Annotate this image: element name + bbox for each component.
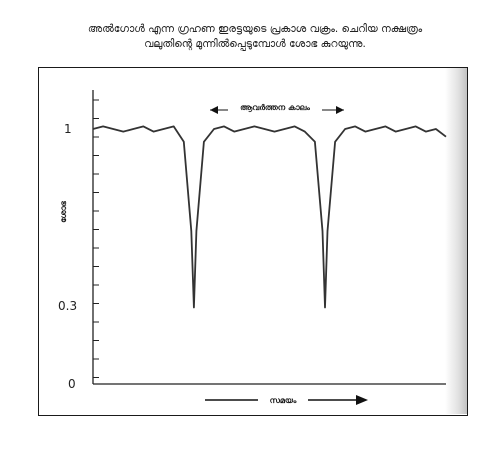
ytick-label-0-3: 0.3: [58, 299, 77, 313]
scan-shadow: [445, 68, 467, 414]
time-arrow-head: [356, 395, 368, 405]
caption-line-2: വലുതിന്റെ മുന്നിൽപ്പെടുമ്പോൾ ശോഭ കുറയുന്…: [144, 38, 366, 50]
chart-caption: അൽഗോൾ എന്ന ഗ്രഹണ ഇരട്ടയുടെ പ്രകാശ വക്രം.…: [40, 22, 470, 52]
period-arrow-left-head: [210, 106, 218, 114]
chart-frame: [38, 67, 468, 416]
period-label-bg: [228, 100, 322, 114]
ytick-label-1: 1: [64, 122, 72, 136]
time-label-bg: [258, 393, 308, 406]
y-minor-ticks: [93, 99, 99, 378]
period-label: ആവർത്തന കാലം: [240, 102, 310, 113]
ytick-label-0: 0: [68, 377, 76, 391]
caption-line-1: അൽഗോൾ എന്ന ഗ്രഹണ ഇരട്ടയുടെ പ്രകാശ വക്രം.…: [87, 23, 423, 35]
period-arrow-right-head: [336, 106, 344, 114]
y-axis-label: ശോഭ: [59, 200, 68, 222]
x-axis-label: സമയം: [270, 396, 297, 405]
period-annotation: ആവർത്തന കാലം: [210, 100, 344, 114]
time-annotation: സമയം: [205, 393, 368, 406]
light-curve-series: [92, 125, 447, 309]
